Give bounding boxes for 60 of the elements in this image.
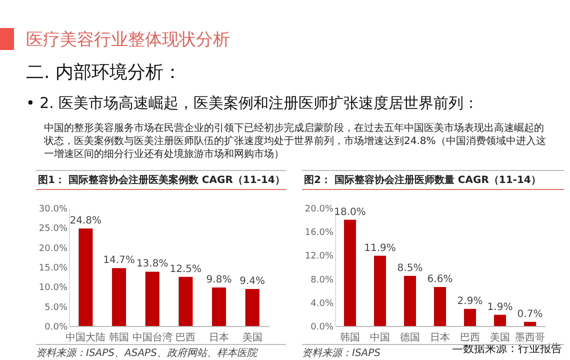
y-tick-label: 5.0% [44, 302, 68, 313]
y-tick-label: 8.0% [310, 275, 334, 286]
data-label: 14.7% [103, 255, 135, 266]
data-label: 11.9% [364, 242, 396, 254]
bar [212, 287, 226, 326]
x-tick-label: 日本 [430, 332, 450, 344]
bar [524, 322, 536, 326]
y-tick-label: 10.0% [38, 283, 68, 294]
y-tick-label: 16.0% [304, 228, 334, 238]
y-tick-label: 4.0% [310, 298, 334, 309]
data-label: 9.4% [240, 276, 266, 288]
y-tick-label: 0.0% [310, 322, 334, 332]
text: 二. 内部环境分析： [26, 62, 182, 83]
bar [178, 276, 193, 326]
data-label: 2.9% [457, 296, 483, 307]
y-tick-label: 15.0% [38, 264, 68, 274]
text: 资料来源：ISAPS、ASAPS、政府网站、样本医院 [36, 344, 286, 360]
bar [112, 268, 126, 326]
x-tick-label: 中国 [370, 332, 390, 344]
text: 资料来源：ISAPS [302, 348, 381, 359]
data-label: 1.9% [487, 302, 513, 313]
data-label: 24.8% [70, 215, 102, 226]
x-tick-label: 德国 [400, 332, 420, 344]
y-tick-label: 12.0% [304, 252, 334, 262]
text: 医疗美容行业整体现状分析 [26, 28, 230, 50]
x-tick-label: 韩国 [340, 332, 360, 344]
bar [494, 314, 506, 326]
x-tick-label: 中国台湾 [132, 332, 172, 344]
text: • 2. 医美市场高速崛起，医美案例和注册医师扩张速度居世界前列： [26, 94, 479, 112]
data-label: 13.8% [136, 258, 168, 270]
data-label: 9.8% [206, 274, 232, 286]
x-tick-label: 巴西 [176, 332, 196, 344]
bar [145, 272, 160, 326]
data-label: 0.7% [517, 308, 543, 320]
bar [374, 256, 386, 326]
data-label: 12.5% [170, 264, 202, 275]
y-tick-label: 20.0% [304, 204, 334, 214]
y-tick-label: 25.0% [38, 224, 68, 234]
x-tick-label: 墨西哥 [515, 332, 545, 344]
bar [434, 287, 446, 326]
bar [78, 228, 93, 326]
bar [344, 220, 356, 326]
data-label: 6.6% [427, 274, 453, 286]
data-label: 18.0% [334, 206, 366, 218]
text: 中国的整形美容服务市场在民营企业的引领下已经初步完成启蒙阶段，在过去五年中国医美市场表现出高速崛起的状态，医美案例数与医美注册医师队伍的扩张速度均处于世界前列，市场增速达到24.8%（中国消费领域中进入这一增速区间的细分行业还有处境旅游市场和网购市场） [44, 123, 546, 160]
y-tick-label: 30.0% [38, 204, 68, 214]
y-tick-label: 20.0% [38, 244, 68, 254]
bar [464, 308, 476, 326]
x-tick-label: 中国大陆 [66, 332, 106, 344]
x-tick-label: 美国 [490, 332, 510, 344]
data-label: 8.5% [397, 262, 423, 274]
x-tick-label: 韩国 [109, 332, 129, 344]
chart-title: 图2： 国际整容协会注册医师数量 CAGR（11-14） [302, 170, 564, 190]
x-tick-label: 巴西 [460, 332, 480, 344]
x-tick-label: 日本 [209, 332, 229, 344]
chart-title: 图1： 国际整容协会注册医美案例数 CAGR（11-14） [36, 170, 286, 190]
x-tick-label: 美国 [242, 332, 262, 344]
bar [404, 276, 416, 326]
y-tick-label: 0.0% [44, 322, 68, 332]
bar [245, 289, 260, 326]
